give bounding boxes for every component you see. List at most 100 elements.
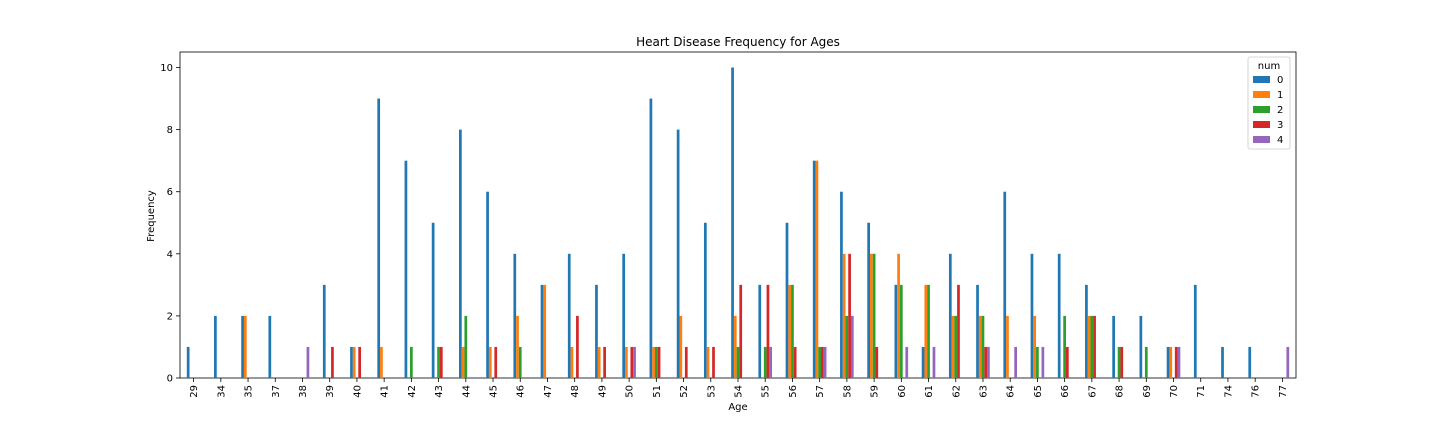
bar-series-1 [679,315,683,378]
bar-series-0 [186,346,190,378]
bar-series-0 [567,253,571,378]
bar-series-0 [377,98,381,378]
x-tick-label: 50 [625,385,636,398]
bar-series-3 [739,284,743,378]
bar-series-4 [823,346,827,378]
bar-series-0 [404,160,408,378]
x-tick-label: 29 [189,385,200,398]
x-tick-label: 35 [244,385,255,398]
bar-series-1 [924,284,928,378]
bar-series-0 [867,222,871,378]
bar-series-1 [488,346,492,378]
bar-series-0 [350,346,353,378]
bar-series-3 [984,346,988,378]
bar-series-2 [981,315,985,378]
bar-series-1 [1006,315,1009,378]
bar-series-1 [625,346,628,378]
x-tick-label: 39 [325,385,336,398]
x-tick-label: 69 [1142,385,1153,398]
bar-series-2 [654,346,658,378]
bar-series-0 [459,129,462,378]
bar-series-0 [622,253,626,378]
x-tick-label: 63 [978,385,989,398]
bar-series-0 [1112,315,1115,378]
bar-series-1 [733,315,737,378]
bar-series-2 [763,346,767,378]
x-tick-label: 54 [734,385,745,398]
legend-swatch-1 [1253,91,1270,98]
bar-series-3 [848,253,851,378]
bar-series-0 [1221,346,1224,378]
y-tick-label: 0 [167,374,173,385]
x-tick-label: 68 [1115,385,1126,398]
bar-series-2 [927,284,930,378]
bar-series-0 [1139,315,1143,378]
bar-series-2 [1117,346,1121,378]
bar-series-3 [576,315,579,378]
x-tick-label: 67 [1087,385,1098,398]
x-tick-label: 65 [1033,385,1044,398]
bar-series-1 [978,315,982,378]
bar-series-0 [1166,346,1170,378]
bar-series-3 [439,346,443,378]
bar-series-0 [840,191,843,378]
x-tick-label: 46 [516,385,527,398]
bar-series-1 [1033,315,1037,378]
bar-series-0 [676,129,680,378]
y-axis-ticks: 0 2 4 6 8 10 [160,63,180,385]
bar-series-4 [633,346,636,378]
bar-series-0 [1003,191,1007,378]
x-tick-label: 41 [380,385,391,398]
bar-series-2 [1036,346,1039,378]
bar-series-2 [791,284,794,378]
bars-group [186,67,1290,379]
bar-series-3 [1093,315,1096,378]
x-tick-label: 38 [298,385,309,398]
bar-series-3 [603,346,606,378]
bar-series-4 [850,315,854,378]
x-tick-label: 70 [1169,385,1180,398]
bar-series-1 [788,284,792,378]
y-tick-label: 8 [167,125,173,136]
bar-series-3 [821,346,824,378]
legend-title: num [1258,61,1280,72]
bar-series-0 [976,284,979,378]
bar-series-3 [358,346,362,378]
legend-swatch-3 [1253,121,1270,128]
legend-label-3: 3 [1277,120,1283,131]
x-tick-label: 53 [706,385,717,398]
bar-series-1 [516,315,519,378]
y-tick-label: 2 [167,311,173,322]
x-tick-label: 48 [570,385,581,398]
bar-series-1 [842,253,846,378]
legend-swatch-0 [1253,76,1270,83]
legend-label-1: 1 [1277,90,1283,101]
bar-series-1 [543,284,547,378]
x-tick-label: 45 [489,385,500,398]
bar-series-3 [1174,346,1178,378]
legend-swatch-2 [1253,106,1270,113]
x-tick-label: 57 [815,385,826,398]
y-tick-label: 6 [167,187,173,198]
bar-series-0 [595,284,598,378]
bar-series-1 [706,346,710,378]
bar-series-0 [649,98,653,378]
x-tick-label: 42 [407,385,418,398]
bar-series-1 [380,346,383,378]
bar-series-4 [1014,346,1017,378]
bar-series-2 [1090,315,1094,378]
bar-series-0 [1193,284,1197,378]
bar-series-4 [769,346,773,378]
x-tick-label: 62 [951,385,962,398]
bar-series-4 [987,346,990,378]
x-tick-label: 76 [1251,385,1262,398]
x-tick-label: 71 [1196,385,1207,398]
legend: num 0 1 2 3 4 [1247,56,1291,150]
bar-series-0 [513,253,517,378]
legend-swatch-4 [1253,136,1270,143]
bar-series-0 [894,284,898,378]
bar-series-2 [736,346,740,378]
x-axis-ticks: 29 34 35 37 38 39 40 41 42 43 44 45 46 47 48 49 50 51 52 53… [189,378,1289,398]
bar-series-1 [652,346,655,378]
